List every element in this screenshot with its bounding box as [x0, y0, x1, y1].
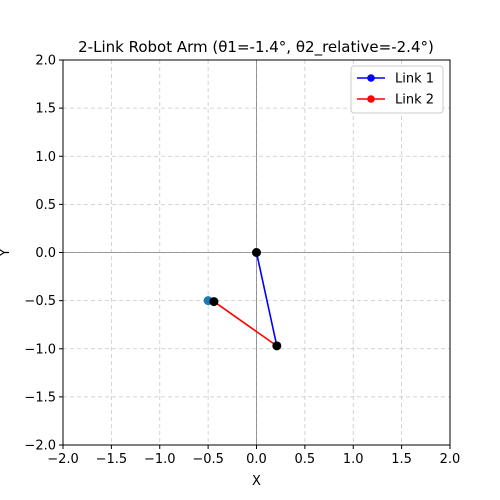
chart-title: 2-Link Robot Arm (θ1=-1.4°, θ2_relative=… [78, 38, 434, 57]
y-tick-label: 1.0 [35, 150, 56, 165]
x-tick-label: 0.0 [246, 452, 267, 467]
ticks: −2.0 −1.5 −1.0 −0.5 0.0 0.5 1.0 1.5 2.0 −2.0 −1.5 −… [24, 54, 460, 468]
joint-marker [272, 341, 282, 351]
y-tick-label: −1.0 [24, 342, 56, 357]
y-axis-label: Y [0, 248, 13, 257]
y-tick-label: −1.5 [24, 390, 56, 405]
legend-marker [367, 95, 375, 103]
x-axis-label: X [252, 474, 261, 489]
x-tick-label: 1.5 [391, 452, 412, 467]
series-line [255, 252, 278, 347]
y-tick-label: 1.5 [35, 102, 56, 117]
joint-marker [209, 297, 219, 307]
x-tick-label: 2.0 [440, 452, 461, 467]
x-tick-label: −1.5 [96, 452, 128, 467]
x-tick-label: 1.0 [343, 452, 364, 467]
y-tick-label: 2.0 [35, 54, 56, 69]
legend-marker [367, 74, 375, 82]
x-tick-label: 0.5 [295, 452, 316, 467]
x-tick-label: −0.5 [192, 452, 224, 467]
x-tick-label: −2.0 [47, 452, 79, 467]
legend: Link 1 Link 2 [350, 65, 444, 114]
joint-marker [252, 248, 261, 257]
legend-label: Link 2 [395, 93, 434, 108]
series-layer [210, 248, 281, 350]
legend-label: Link 1 [395, 72, 434, 87]
series-line [213, 300, 278, 347]
marker-layer [203, 248, 282, 351]
y-tick-label: 0.5 [35, 198, 56, 213]
x-tick-label: −1.0 [144, 452, 176, 467]
y-tick-label: −2.0 [24, 439, 56, 454]
y-tick-label: −0.5 [24, 294, 56, 309]
y-tick-label: 0.0 [35, 246, 56, 261]
